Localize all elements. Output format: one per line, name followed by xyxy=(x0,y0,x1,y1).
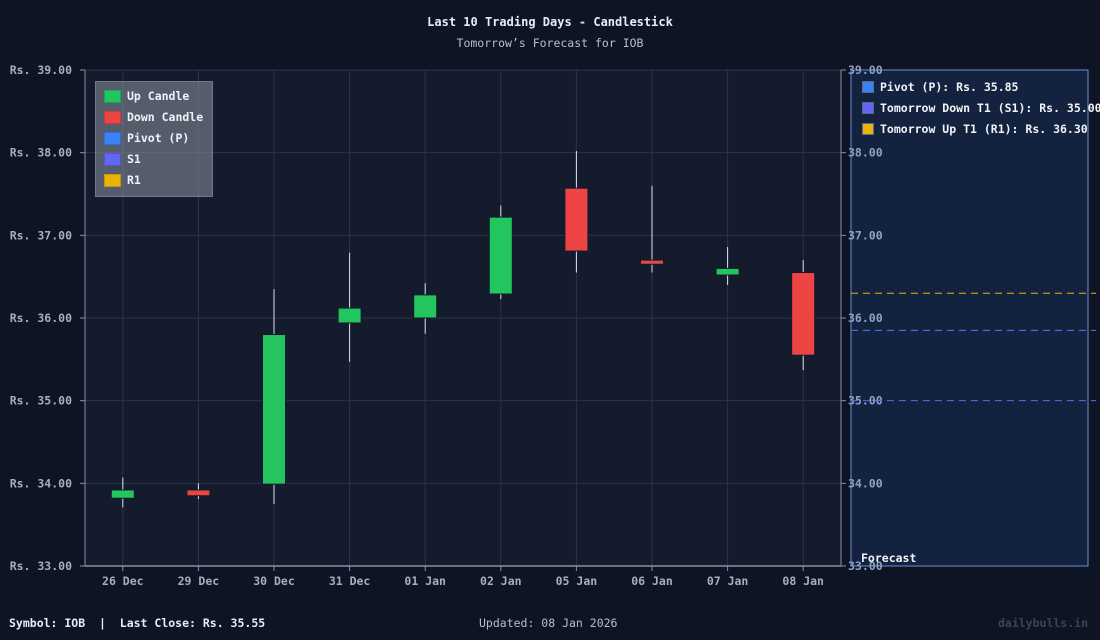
legend-label: Up Candle xyxy=(127,89,190,103)
x-tick-label: 07 Jan xyxy=(707,574,749,588)
candle-up xyxy=(488,205,513,299)
right-y-tick-label: 34.00 xyxy=(848,476,883,490)
y-tick-label: Rs. 38.00 xyxy=(10,146,72,160)
forecast-legend-label: Pivot (P): Rs. 35.85 xyxy=(880,80,1019,94)
candle-body xyxy=(110,489,135,499)
y-tick-label: Rs. 34.00 xyxy=(10,476,72,490)
candle-body xyxy=(186,489,211,497)
x-tick-label: 30 Dec xyxy=(253,574,295,588)
forecast-levels xyxy=(851,292,1096,402)
candles xyxy=(110,151,816,508)
candle-body xyxy=(337,307,362,324)
y-tick-label: Rs. 36.00 xyxy=(10,311,72,325)
legend-label: S1 xyxy=(127,152,141,166)
legend-item-down-candle: Down Candle xyxy=(104,110,203,124)
x-tick-label: 26 Dec xyxy=(102,574,144,588)
legend-label: R1 xyxy=(127,173,141,187)
forecast-panel xyxy=(850,69,1089,567)
candle-body xyxy=(413,294,438,319)
candle-up xyxy=(337,252,362,362)
x-tick-label: 06 Jan xyxy=(631,574,673,588)
pivot-swatch xyxy=(104,131,121,145)
x-tick-label: 08 Jan xyxy=(782,574,824,588)
legend-item-r1: R1 xyxy=(104,173,141,187)
chart-title: Last 10 Trading Days - Candlestick xyxy=(427,15,673,29)
s1-swatch xyxy=(104,152,121,166)
y-tick-label: Rs. 39.00 xyxy=(10,63,72,77)
candle-up xyxy=(715,246,740,285)
chart-subtitle: Tomorrow’s Forecast for IOB xyxy=(456,36,644,50)
forecast-legend-label: Tomorrow Up T1 (R1): Rs. 36.30 xyxy=(880,122,1088,136)
y-axis: Rs. 33.00 Rs. 34.00 Rs. 35.00 Rs. 36.00 Rs. … xyxy=(10,63,86,573)
right-y-tick-label: 33.00 xyxy=(848,559,883,573)
right-y-tick-label: 39.00 xyxy=(848,63,883,77)
candle-down xyxy=(640,185,664,273)
pivot-swatch xyxy=(862,81,874,93)
r1-swatch xyxy=(862,123,874,135)
y-tick-label: Rs. 35.00 xyxy=(10,394,72,408)
right-y-tick-label: 37.00 xyxy=(848,228,883,242)
y-tick-label: Rs. 33.00 xyxy=(10,559,72,573)
y-tick-label: Rs. 37.00 xyxy=(10,228,72,242)
candle-body xyxy=(564,187,589,252)
right-y-tick-label: 36.00 xyxy=(848,311,883,325)
x-axis: 26 Dec 29 Dec 30 Dec 31 Dec 01 Jan 02 Jan 05 J… xyxy=(85,565,841,588)
candle-body xyxy=(488,216,513,295)
candle-body xyxy=(262,334,286,485)
forecast-legend-label: Tomorrow Down T1 (S1): Rs. 35.00 xyxy=(880,101,1100,115)
x-tick-label: 31 Dec xyxy=(329,574,371,588)
down-candle-swatch xyxy=(104,110,121,124)
right-y-tick-label: 38.00 xyxy=(848,146,883,160)
x-tick-label: 05 Jan xyxy=(556,574,598,588)
candle-up xyxy=(413,283,438,334)
r1-swatch xyxy=(104,173,121,187)
forecast-legend-pivot: Pivot (P): Rs. 35.85 xyxy=(862,80,1018,94)
forecast-legend-s1: Tomorrow Down T1 (S1): Rs. 35.00 xyxy=(862,101,1100,115)
chart-legend: Up Candle Down Candle Pivot (P) S1 R1 xyxy=(95,81,213,197)
x-tick-label: 02 Jan xyxy=(480,574,522,588)
legend-item-pivot: Pivot (P) xyxy=(104,131,189,145)
symbol-info: Symbol: IOB | Last Close: Rs. 35.55 xyxy=(9,616,266,630)
updated-date: Updated: 08 Jan 2026 xyxy=(479,616,618,630)
x-tick-label: 01 Jan xyxy=(404,574,446,588)
legend-item-s1: S1 xyxy=(104,152,141,166)
forecast-legend-r1: Tomorrow Up T1 (R1): Rs. 36.30 xyxy=(862,122,1088,136)
candle-body xyxy=(791,272,816,356)
candle-body xyxy=(715,267,740,276)
candle-down xyxy=(186,483,211,500)
candle-up xyxy=(110,477,135,508)
candle-down xyxy=(791,260,816,371)
candle-body xyxy=(640,259,664,265)
legend-label: Pivot (P) xyxy=(127,131,190,145)
up-candle-swatch xyxy=(104,89,121,103)
x-tick-label: 29 Dec xyxy=(178,574,220,588)
candle-up xyxy=(262,289,286,504)
forecast-panel-label: Forecast xyxy=(861,551,917,565)
candle-down xyxy=(564,151,589,273)
s1-swatch xyxy=(862,102,874,114)
legend-label: Down Candle xyxy=(127,110,204,124)
legend-item-up-candle: Up Candle xyxy=(104,89,189,103)
watermark: dailybulls.in xyxy=(997,616,1088,630)
